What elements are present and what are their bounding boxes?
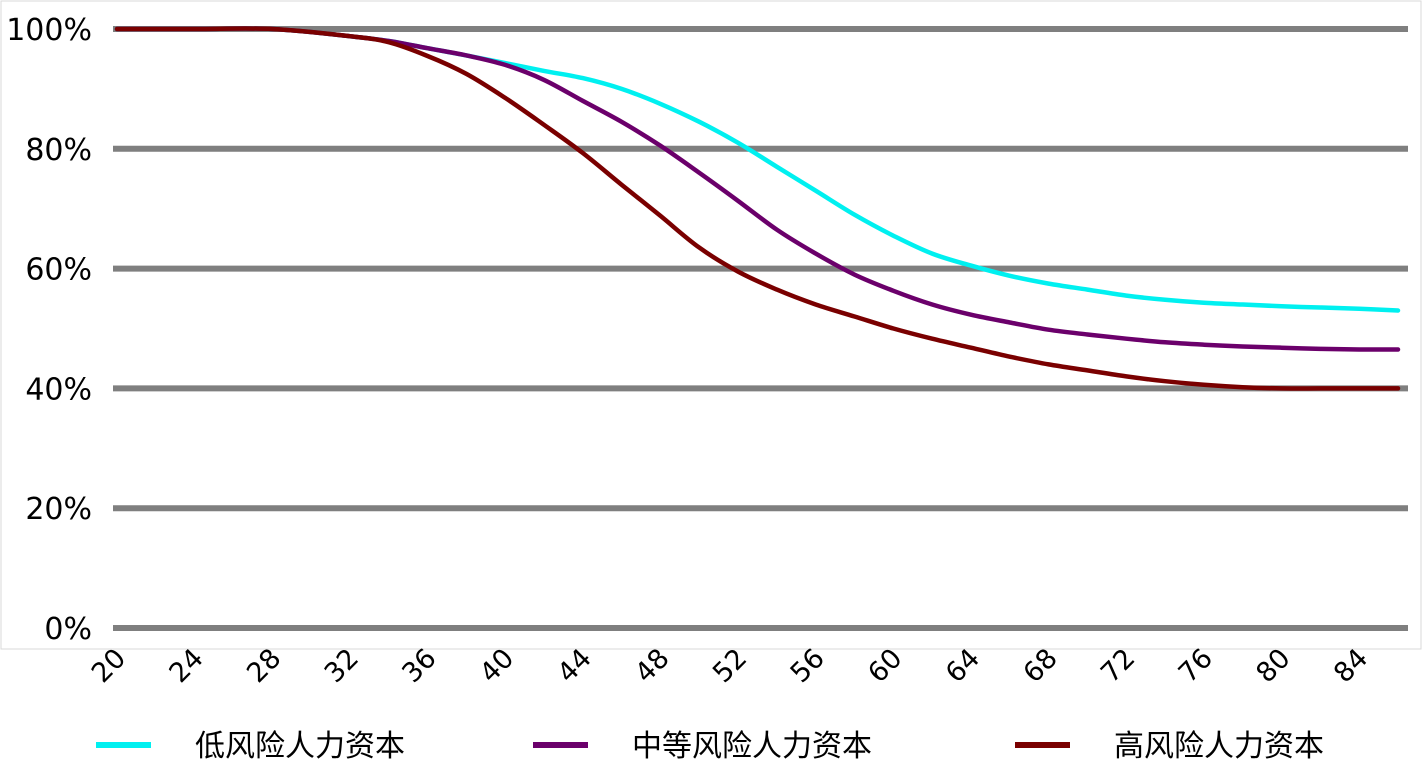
x-tick-label: 28 (241, 643, 287, 689)
y-tick-label: 60% (25, 253, 92, 288)
y-tick-label: 20% (25, 492, 92, 527)
y-tick-label: 0% (44, 612, 92, 647)
x-tick-label: 40 (474, 643, 520, 689)
y-tick-label: 80% (25, 133, 92, 168)
x-tick-label: 36 (396, 643, 442, 689)
legend-label: 高风险人力资本 (1114, 729, 1324, 764)
x-tick-label: 56 (785, 643, 831, 689)
y-axis-tick-labels: 0% 20% 40% 60% 80% 100% (6, 13, 92, 647)
series-line-2 (114, 26, 1401, 391)
x-tick-label: 24 (164, 643, 210, 689)
y-tick-label: 100% (6, 13, 92, 48)
x-tick-label: 20 (86, 643, 132, 689)
x-tick-label: 48 (629, 643, 675, 689)
x-tick-label: 32 (319, 643, 365, 689)
x-tick-label: 68 (1018, 643, 1064, 689)
x-tick-label: 44 (552, 643, 598, 689)
x-tick-label: 52 (707, 643, 753, 689)
legend-label: 低风险人力资本 (195, 729, 405, 764)
legend: 低风险人力资本 中等风险人力资本 高风险人力资本 (96, 729, 1324, 764)
series-lines (114, 26, 1401, 391)
x-tick-label: 72 (1095, 643, 1141, 689)
x-tick-label: 60 (862, 643, 908, 689)
x-tick-label: 64 (940, 643, 986, 689)
gridlines (113, 26, 1408, 631)
x-axis-tick-labels: 20 24 28 32 36 40 44 48 52 56 60 64 68 72 76 80 84 (86, 643, 1374, 689)
x-tick-label: 80 (1250, 643, 1296, 689)
legend-label: 中等风险人力资本 (632, 729, 872, 764)
x-tick-label: 84 (1328, 643, 1374, 689)
y-tick-label: 40% (25, 372, 92, 407)
plot-frame (0, 0, 1422, 650)
x-tick-label: 76 (1173, 643, 1219, 689)
series-line-1 (114, 26, 1401, 352)
